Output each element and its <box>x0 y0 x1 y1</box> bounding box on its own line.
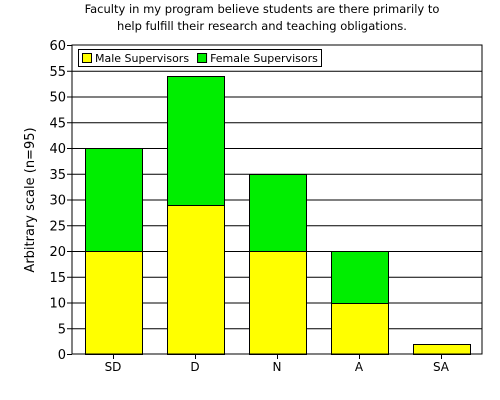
plot-frame <box>71 44 483 355</box>
bar-sa-male-supervisors <box>413 344 471 355</box>
y-tick-label: 50 <box>49 91 66 106</box>
y-tick-label: 45 <box>49 116 66 131</box>
y-tick-label: 25 <box>49 219 66 234</box>
y-tick-label: 60 <box>49 39 66 54</box>
legend-label: Female Supervisors <box>210 52 318 65</box>
y-tick-label: 15 <box>49 271 66 286</box>
bar-a-female-supervisors <box>331 251 389 304</box>
bars <box>85 76 471 355</box>
x-tick-label: SD <box>105 360 122 374</box>
x-tick-label: N <box>273 360 282 374</box>
chart-title-line-2: help fulfill their research and teaching… <box>117 19 407 33</box>
bar-a-male-supervisors <box>331 303 389 355</box>
legend-swatch <box>197 53 208 63</box>
y-tick-label: 5 <box>58 322 66 337</box>
bar-d-male-supervisors <box>167 205 225 355</box>
legend-swatch <box>82 53 92 63</box>
y-tick-label: 30 <box>49 194 66 209</box>
y-axis-label: Arbitrary scale (n=95) <box>23 127 38 272</box>
bar-d-female-supervisors <box>167 76 225 206</box>
y-tick-label: 20 <box>49 245 66 260</box>
bar-sd-female-supervisors <box>85 148 143 252</box>
x-axis-ticks: SD D N A SA <box>105 354 450 374</box>
y-tick-label: 40 <box>49 142 66 157</box>
legend-label: Male Supervisors <box>95 52 189 65</box>
bar-sd-male-supervisors <box>85 251 143 355</box>
y-tick-label: 0 <box>58 348 66 363</box>
legend: Male Supervisors Female Supervisors <box>78 49 322 67</box>
x-tick-label: D <box>190 360 199 374</box>
x-tick-label: A <box>355 360 364 374</box>
bar-n-female-supervisors <box>249 174 307 252</box>
y-tick-label: 35 <box>49 168 66 183</box>
y-tick-label: 55 <box>49 65 66 80</box>
y-axis-ticks: 0 5 10 15 20 25 30 35 40 45 50 55 60 <box>49 39 72 363</box>
bar-n-male-supervisors <box>249 251 307 355</box>
y-tick-label: 10 <box>49 297 66 312</box>
chart-title-line-1: Faculty in my program believe students a… <box>85 2 440 16</box>
x-tick-label: SA <box>433 360 450 374</box>
